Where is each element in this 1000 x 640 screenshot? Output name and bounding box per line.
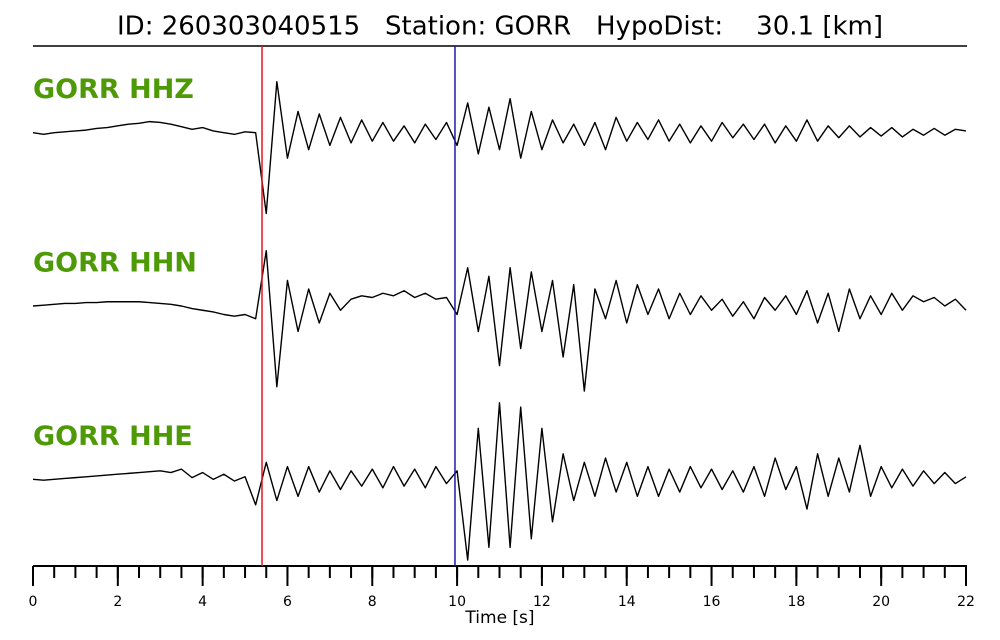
x-tick-label: 10 bbox=[448, 594, 466, 610]
x-tick-label: 4 bbox=[198, 594, 207, 610]
x-tick-label: 18 bbox=[787, 594, 805, 610]
waveform bbox=[32, 250, 967, 392]
x-tick-label: 0 bbox=[29, 594, 38, 610]
x-axis-label: Time [s] bbox=[464, 608, 534, 628]
x-tick-label: 20 bbox=[872, 594, 890, 610]
chart-title: ID: 260303040515 Station: GORR HypoDist:… bbox=[117, 12, 883, 42]
x-tick-label: 8 bbox=[368, 594, 377, 610]
x-tick-label: 22 bbox=[957, 594, 975, 610]
trace-label: GORR HHZ bbox=[33, 74, 194, 105]
waveform bbox=[32, 80, 967, 215]
x-tick-label: 2 bbox=[113, 594, 122, 610]
x-tick-label: 6 bbox=[283, 594, 292, 610]
x-tick-label: 12 bbox=[533, 594, 551, 610]
waveform bbox=[32, 402, 967, 561]
trace-label: GORR HHN bbox=[33, 248, 197, 279]
trace-label: GORR HHE bbox=[33, 421, 193, 452]
x-tick-label: 16 bbox=[703, 594, 721, 610]
x-tick-label: 14 bbox=[618, 594, 636, 610]
